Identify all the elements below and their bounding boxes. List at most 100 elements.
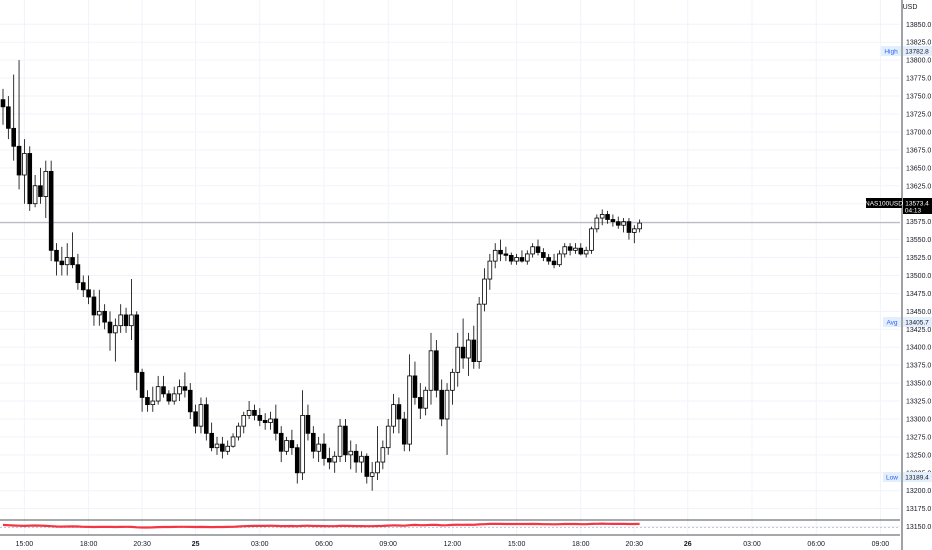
candle[interactable] [503,246,509,262]
candle[interactable] [70,232,75,269]
time-axis[interactable]: 15:00 18:00 20:30 25 03:00 06:00 09:00 12:00 15:… [16,541,932,548]
candle[interactable] [161,375,166,398]
candle[interactable] [573,243,578,254]
candle[interactable] [48,160,54,262]
candle[interactable] [182,372,188,398]
candle[interactable] [123,307,129,333]
candle[interactable] [375,426,380,480]
candle[interactable] [423,386,428,416]
candle[interactable] [535,239,541,256]
candle[interactable] [203,397,209,441]
candle[interactable] [155,375,161,405]
candle[interactable] [32,174,38,208]
candle[interactable] [605,210,610,224]
candle[interactable] [530,243,535,258]
candle[interactable] [567,243,573,256]
candle[interactable] [27,146,33,211]
candle[interactable] [187,383,193,419]
candle[interactable] [273,404,279,441]
candle[interactable] [214,436,220,455]
candle[interactable] [621,218,626,233]
candle[interactable] [359,451,364,473]
candle[interactable] [460,318,466,369]
candle[interactable] [54,243,59,276]
oscillator-pane[interactable] [0,519,900,536]
candle[interactable] [177,379,182,402]
candle[interactable] [594,214,600,233]
candle[interactable] [198,397,204,434]
candle[interactable] [321,433,327,466]
candle[interactable] [385,418,391,455]
candle[interactable] [139,368,145,412]
candle[interactable] [150,386,156,412]
candle[interactable] [134,311,140,391]
candle[interactable] [11,74,17,161]
candle[interactable] [43,160,49,219]
candle[interactable] [332,451,337,473]
candle[interactable] [209,422,214,452]
candle[interactable] [364,453,370,484]
candle[interactable] [129,279,134,341]
candle[interactable] [294,444,300,484]
candle[interactable] [514,253,519,265]
candle[interactable] [343,418,348,463]
candle[interactable] [113,318,118,362]
candle[interactable] [118,304,124,333]
candle[interactable] [230,433,236,448]
candle[interactable] [337,418,343,463]
candle[interactable] [482,268,487,312]
candle[interactable] [439,379,444,427]
candle[interactable] [396,397,402,434]
candle[interactable] [476,296,482,369]
candle[interactable] [262,413,268,430]
candle[interactable] [252,404,257,421]
candle[interactable] [220,436,225,459]
candle[interactable] [546,253,551,265]
candle[interactable] [583,246,589,258]
candle[interactable] [428,332,434,405]
candle[interactable] [541,248,546,262]
candle[interactable] [466,332,471,376]
candle[interactable] [551,253,557,269]
candle[interactable] [268,411,273,430]
candle[interactable] [369,462,375,491]
candles[interactable] [0,60,642,491]
candle[interactable] [38,167,43,204]
candle[interactable] [632,225,637,244]
candle[interactable] [380,440,386,470]
candle[interactable] [284,436,289,455]
candle[interactable] [102,304,107,330]
candle[interactable] [434,340,439,398]
candle[interactable] [492,243,498,269]
candle[interactable] [412,361,418,405]
candle[interactable] [278,426,284,463]
candle[interactable] [0,88,6,125]
candle[interactable] [145,390,150,412]
candle[interactable] [257,408,263,427]
candle[interactable] [171,386,177,405]
candle[interactable] [498,239,503,262]
candle[interactable] [80,275,86,297]
candle[interactable] [578,243,584,256]
candle[interactable] [450,368,455,405]
candle[interactable] [241,411,247,434]
candle[interactable] [225,440,231,455]
candle[interactable] [589,226,594,254]
candle[interactable] [455,332,461,387]
candle[interactable] [310,426,316,459]
candle[interactable] [562,243,568,258]
candle[interactable] [97,289,102,326]
candle[interactable] [407,354,412,452]
candle[interactable] [289,429,295,455]
candle[interactable] [86,275,91,305]
candle[interactable] [327,447,332,470]
candle[interactable] [300,390,305,480]
candle[interactable] [305,404,311,441]
candle[interactable] [508,252,514,265]
candle[interactable] [353,444,359,473]
price-axis[interactable]: 13150.013175.013200.013225.013250.013275… [901,0,931,550]
candle[interactable] [22,139,27,204]
candle[interactable] [64,243,70,276]
candle[interactable] [519,250,525,263]
candle[interactable] [193,404,198,434]
